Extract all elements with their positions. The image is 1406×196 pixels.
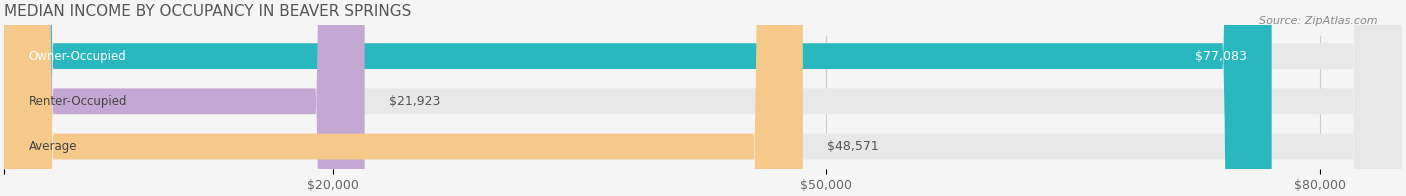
Text: Owner-Occupied: Owner-Occupied [30,50,127,63]
Text: MEDIAN INCOME BY OCCUPANCY IN BEAVER SPRINGS: MEDIAN INCOME BY OCCUPANCY IN BEAVER SPR… [4,4,412,19]
Text: $21,923: $21,923 [389,95,440,108]
Text: $48,571: $48,571 [828,140,879,153]
FancyBboxPatch shape [4,0,1402,196]
FancyBboxPatch shape [4,0,1402,196]
Text: Average: Average [30,140,77,153]
FancyBboxPatch shape [4,0,1402,196]
FancyBboxPatch shape [4,0,803,196]
Text: $77,083: $77,083 [1195,50,1247,63]
Text: Renter-Occupied: Renter-Occupied [30,95,128,108]
FancyBboxPatch shape [4,0,364,196]
Text: Source: ZipAtlas.com: Source: ZipAtlas.com [1260,16,1378,26]
FancyBboxPatch shape [4,0,1271,196]
